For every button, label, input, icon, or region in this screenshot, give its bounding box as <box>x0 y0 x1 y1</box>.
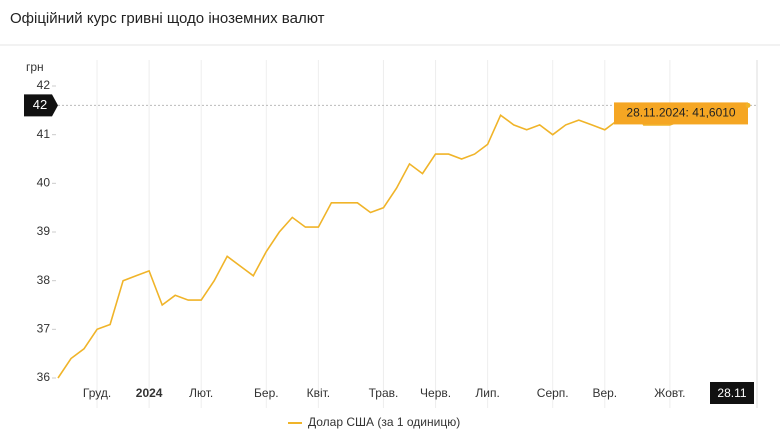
legend-label: Долар США (за 1 одиницю) <box>308 415 460 429</box>
tooltip-text: 28.11.2024: 41,6010 <box>626 106 736 120</box>
y-tick-label: 38 <box>37 273 51 287</box>
tooltip-box <box>614 102 748 125</box>
y-tick-label: 42 <box>37 78 51 92</box>
crosshair-box <box>24 94 58 117</box>
x-tick-label: Вер. <box>592 386 617 400</box>
x-tick-label: Трав. <box>369 386 399 400</box>
x-tick-label: 2024 <box>136 386 163 400</box>
y-tick-label: 41 <box>37 127 51 141</box>
x-tick-label: Серп. <box>537 386 569 400</box>
data-line <box>57 104 749 379</box>
x-tick-label: Лют. <box>189 386 213 400</box>
y-axis-label: грн <box>26 60 44 74</box>
y-tick-label: 37 <box>37 322 51 336</box>
y-tick-label: 40 <box>37 176 51 190</box>
y-tick-label: 39 <box>37 224 51 238</box>
crosshair-label: 42 <box>33 97 47 112</box>
chart-title: Офіційний курс гривні щодо іноземних вал… <box>10 10 325 27</box>
crosshair-point <box>745 102 751 108</box>
x-tick-label: Квіт. <box>307 386 331 400</box>
x-tick-label: 28.11 <box>717 386 746 400</box>
y-tick-label: 36 <box>37 370 51 384</box>
x-highlight-box <box>710 382 754 404</box>
x-tick-label: Лип. <box>475 386 499 400</box>
x-tick-label: Бер. <box>254 386 279 400</box>
x-tick-label: Груд. <box>83 386 111 400</box>
x-tick-label: Жовт. <box>654 386 685 400</box>
x-tick-label: Черв. <box>420 386 451 400</box>
